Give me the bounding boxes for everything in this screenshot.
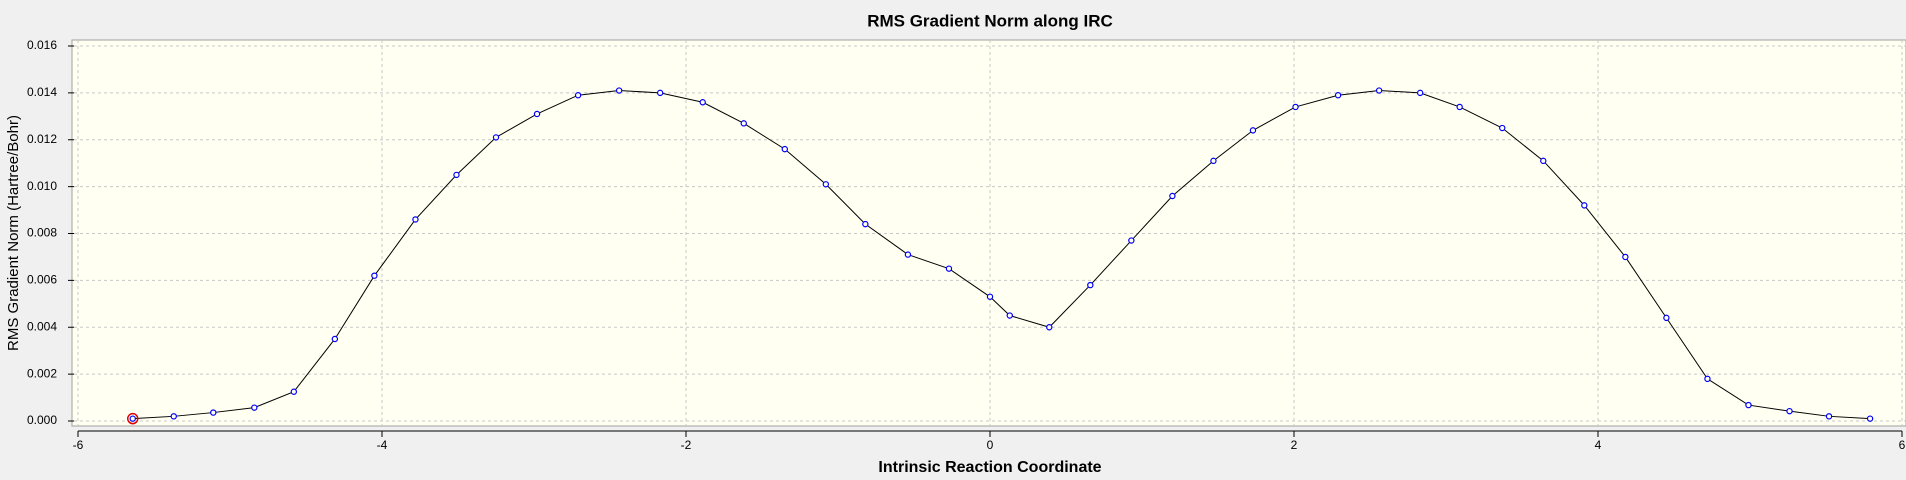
chart-title: RMS Gradient Norm along IRC — [867, 11, 1113, 30]
point — [1087, 281, 1094, 289]
point — [1704, 375, 1711, 383]
point — [1128, 237, 1135, 244]
point — [740, 120, 747, 127]
y-tick-label: 0.002 — [27, 366, 57, 380]
point — [822, 181, 830, 188]
x-tick-label: 6 — [1899, 438, 1906, 452]
point — [1456, 103, 1463, 111]
point — [251, 404, 258, 411]
y-tick-label: 0.010 — [27, 179, 57, 193]
y-tick-label: 0.000 — [27, 413, 57, 427]
selected-point — [126, 412, 139, 425]
y-tick-label: 0.004 — [27, 319, 57, 333]
point — [656, 89, 664, 97]
point — [1416, 89, 1424, 97]
point — [371, 272, 378, 279]
point — [453, 171, 460, 179]
y-tick-label: 0.014 — [27, 85, 57, 99]
point — [1540, 157, 1547, 165]
x-axis-label: Intrinsic Reaction Coordinate — [878, 459, 1101, 476]
point — [1046, 324, 1053, 331]
point — [533, 110, 541, 118]
point — [1375, 87, 1383, 94]
point — [904, 251, 912, 258]
point — [331, 335, 339, 343]
point — [1786, 407, 1793, 415]
point — [1006, 312, 1013, 319]
point — [492, 134, 500, 141]
y-tick-label: 0.008 — [27, 226, 57, 240]
point — [210, 409, 217, 416]
y-tick-label: 0.006 — [27, 273, 57, 287]
point — [1169, 192, 1176, 200]
point — [1292, 103, 1299, 111]
point — [170, 413, 177, 420]
point — [1581, 202, 1588, 209]
point — [1334, 92, 1342, 99]
x-tick-label: -6 — [73, 438, 84, 452]
point — [1866, 415, 1874, 422]
point — [781, 145, 789, 153]
point — [1745, 401, 1752, 409]
x-tick-label: 4 — [1595, 438, 1602, 452]
x-tick-label: 2 — [1291, 438, 1298, 452]
point — [1825, 413, 1833, 420]
point — [129, 415, 136, 422]
point — [290, 388, 298, 395]
point — [699, 99, 706, 106]
x-tick-label: -4 — [377, 438, 388, 452]
point — [1663, 314, 1670, 322]
point — [1622, 253, 1629, 261]
point — [615, 87, 623, 94]
point — [862, 220, 869, 228]
x-tick-label: 0 — [987, 438, 994, 452]
point — [1499, 124, 1506, 132]
x-tick-label: -2 — [681, 438, 692, 452]
point — [1249, 127, 1257, 134]
point — [986, 293, 994, 300]
y-tick-label: 0.016 — [27, 38, 57, 52]
y-tick-label: 0.012 — [27, 132, 57, 146]
point — [412, 216, 419, 223]
point — [945, 265, 953, 272]
series-line — [132, 90, 1871, 420]
point — [574, 92, 582, 99]
point — [1210, 157, 1217, 165]
y-axis-label: RMS Gradient Norm (Hartree/Bohr) — [5, 115, 22, 351]
